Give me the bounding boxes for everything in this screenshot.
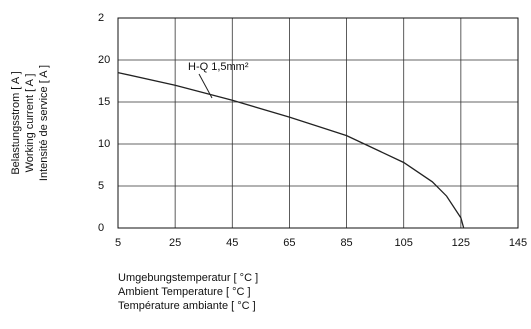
x-tick-label: 105 [395,237,413,249]
x-axis-label: Ambient Temperature [ °C ] [118,286,251,298]
y-tick-label: 5 [98,180,104,192]
x-axis-label: Température ambiante [ °C ] [118,300,256,312]
x-axis-label: Umgebungstemperatur [ °C ] [118,272,258,284]
x-tick-label: 25 [169,237,181,249]
y-tick-label: 15 [98,96,110,108]
annotation: H-Q 1,5mm² [188,61,249,73]
x-tick-label: 145 [509,237,527,249]
x-tick-label: 125 [452,237,470,249]
data-line [117,71,465,229]
y-axis-label: Working current [ A ] [24,74,36,173]
y-tick-label: 2 [98,12,104,24]
y-tick-label: 0 [98,222,104,234]
y-axis-label: Intensité de service [ A ] [38,65,50,181]
y-axis-label: Belastungsstrom [ A ] [10,71,22,174]
plot-frame [117,17,519,229]
x-tick-label: 85 [340,237,352,249]
y-tick-label: 20 [98,54,110,66]
y-tick-label: 10 [98,138,110,150]
x-tick-label: 5 [115,237,121,249]
x-tick-label: 65 [283,237,295,249]
x-tick-label: 45 [226,237,238,249]
